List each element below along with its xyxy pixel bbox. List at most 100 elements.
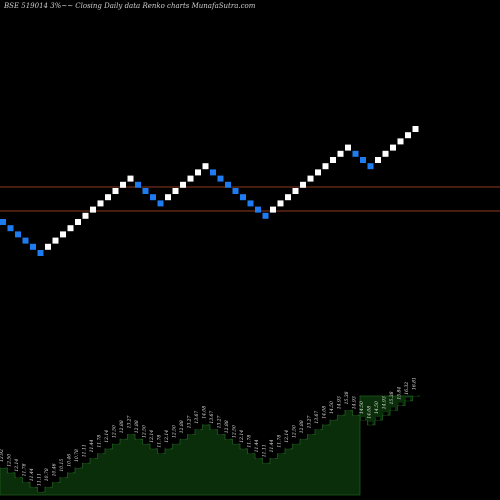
area-step-marker xyxy=(233,441,238,444)
value-label: 14.93 xyxy=(352,396,358,409)
area-step-marker xyxy=(8,469,13,473)
up-brick xyxy=(127,175,134,182)
up-brick xyxy=(180,181,186,188)
value-label: 12.50 xyxy=(232,425,238,438)
down-brick xyxy=(0,219,6,225)
value-label: 11.78 xyxy=(22,463,28,476)
area-step-marker xyxy=(301,436,305,440)
area-step-marker xyxy=(113,441,118,444)
area-step-marker xyxy=(308,431,313,435)
value-label: 12.88 xyxy=(224,420,230,433)
area-step-marker xyxy=(1,465,5,468)
value-label: 12.50 xyxy=(292,425,298,438)
up-brick xyxy=(397,138,404,145)
area-step-marker xyxy=(361,417,365,420)
value-labels: 12.92 12.50 12.14 11.78 11.44 11.11 10.78 10.46… xyxy=(0,377,418,486)
area-step-marker xyxy=(353,412,358,416)
value-label: 10.78 xyxy=(44,468,50,481)
area-step-marker xyxy=(121,436,125,440)
value-label: 12.14 xyxy=(104,430,110,443)
area-step-marker xyxy=(316,426,320,430)
value-label: 14.08 xyxy=(367,406,373,419)
area-step-marker xyxy=(413,393,418,396)
value-label: 13.27 xyxy=(307,415,313,428)
area-step-marker xyxy=(173,441,178,444)
value-label: 10.46 xyxy=(52,463,58,476)
area-step-marker xyxy=(406,397,410,401)
up-brick xyxy=(60,231,66,238)
up-brick xyxy=(97,200,104,207)
down-brick xyxy=(157,200,164,207)
area-step-marker xyxy=(23,479,28,483)
area-step-marker xyxy=(368,421,373,425)
chart-title: BSE 519014 3%~~ Closing Daily data Renko… xyxy=(4,2,256,10)
up-brick xyxy=(202,163,209,170)
up-brick xyxy=(285,194,291,201)
area-step-marker xyxy=(346,407,350,411)
up-brick xyxy=(112,188,119,194)
area-step-marker xyxy=(98,450,103,454)
area-step-marker xyxy=(271,455,275,459)
area-step-marker xyxy=(248,450,253,454)
up-brick xyxy=(187,175,194,182)
volume-area-panel xyxy=(0,393,420,496)
value-label: 11.11 xyxy=(37,473,43,486)
value-label: 14.93 xyxy=(382,396,388,409)
area-step-marker xyxy=(53,479,58,483)
down-brick xyxy=(22,237,29,244)
value-label: 13.67 xyxy=(209,411,215,424)
value-label: 11.78 xyxy=(97,435,103,448)
value-label: 12.88 xyxy=(119,420,125,433)
area-step-marker xyxy=(211,426,215,430)
value-label: 12.14 xyxy=(239,430,245,443)
up-brick xyxy=(382,150,389,157)
up-brick xyxy=(277,200,284,207)
area-step-marker xyxy=(286,445,290,449)
area-step-marker xyxy=(226,436,230,440)
down-brick xyxy=(150,194,156,201)
down-brick xyxy=(142,188,149,194)
up-brick xyxy=(345,144,351,151)
down-brick xyxy=(255,206,261,213)
value-label: 14.50 xyxy=(359,401,365,414)
area-step-marker xyxy=(151,445,155,449)
up-brick xyxy=(412,126,419,132)
value-label: 13.27 xyxy=(127,415,133,428)
value-label: 12.50 xyxy=(112,425,118,438)
up-brick xyxy=(307,175,314,182)
renko-bricks xyxy=(0,126,419,256)
area-step-marker xyxy=(203,421,208,425)
up-brick xyxy=(105,194,111,201)
up-brick xyxy=(90,206,96,213)
up-brick xyxy=(195,169,201,176)
value-label: 13.67 xyxy=(314,411,320,424)
down-brick xyxy=(247,200,254,207)
value-label: 14.50 xyxy=(329,401,335,414)
up-brick xyxy=(375,157,381,163)
down-brick xyxy=(352,150,359,157)
area-step-marker xyxy=(61,474,65,478)
up-brick xyxy=(52,237,59,244)
area-step-marker xyxy=(31,484,35,488)
up-brick xyxy=(405,132,411,139)
value-label: 16.81 xyxy=(412,377,418,390)
area-step-marker xyxy=(128,431,133,435)
up-brick xyxy=(292,188,299,194)
area-step-marker xyxy=(166,445,170,449)
up-brick xyxy=(82,212,89,219)
down-brick xyxy=(135,181,141,188)
value-label: 11.78 xyxy=(247,435,253,448)
value-label: 14.08 xyxy=(202,406,208,419)
area-step-marker xyxy=(91,455,95,459)
area-step-marker xyxy=(188,431,193,435)
area-step-marker xyxy=(106,445,110,449)
area-step-marker xyxy=(76,465,80,468)
down-brick xyxy=(367,163,374,170)
value-label: 12.88 xyxy=(179,420,185,433)
down-brick xyxy=(360,157,366,163)
up-brick xyxy=(165,194,171,201)
area-step-marker xyxy=(293,441,298,444)
value-label: 15.84 xyxy=(397,387,403,400)
up-brick xyxy=(75,219,81,225)
